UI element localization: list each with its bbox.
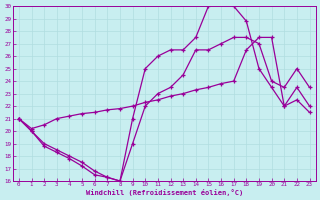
X-axis label: Windchill (Refroidissement éolien,°C): Windchill (Refroidissement éolien,°C) (85, 189, 243, 196)
